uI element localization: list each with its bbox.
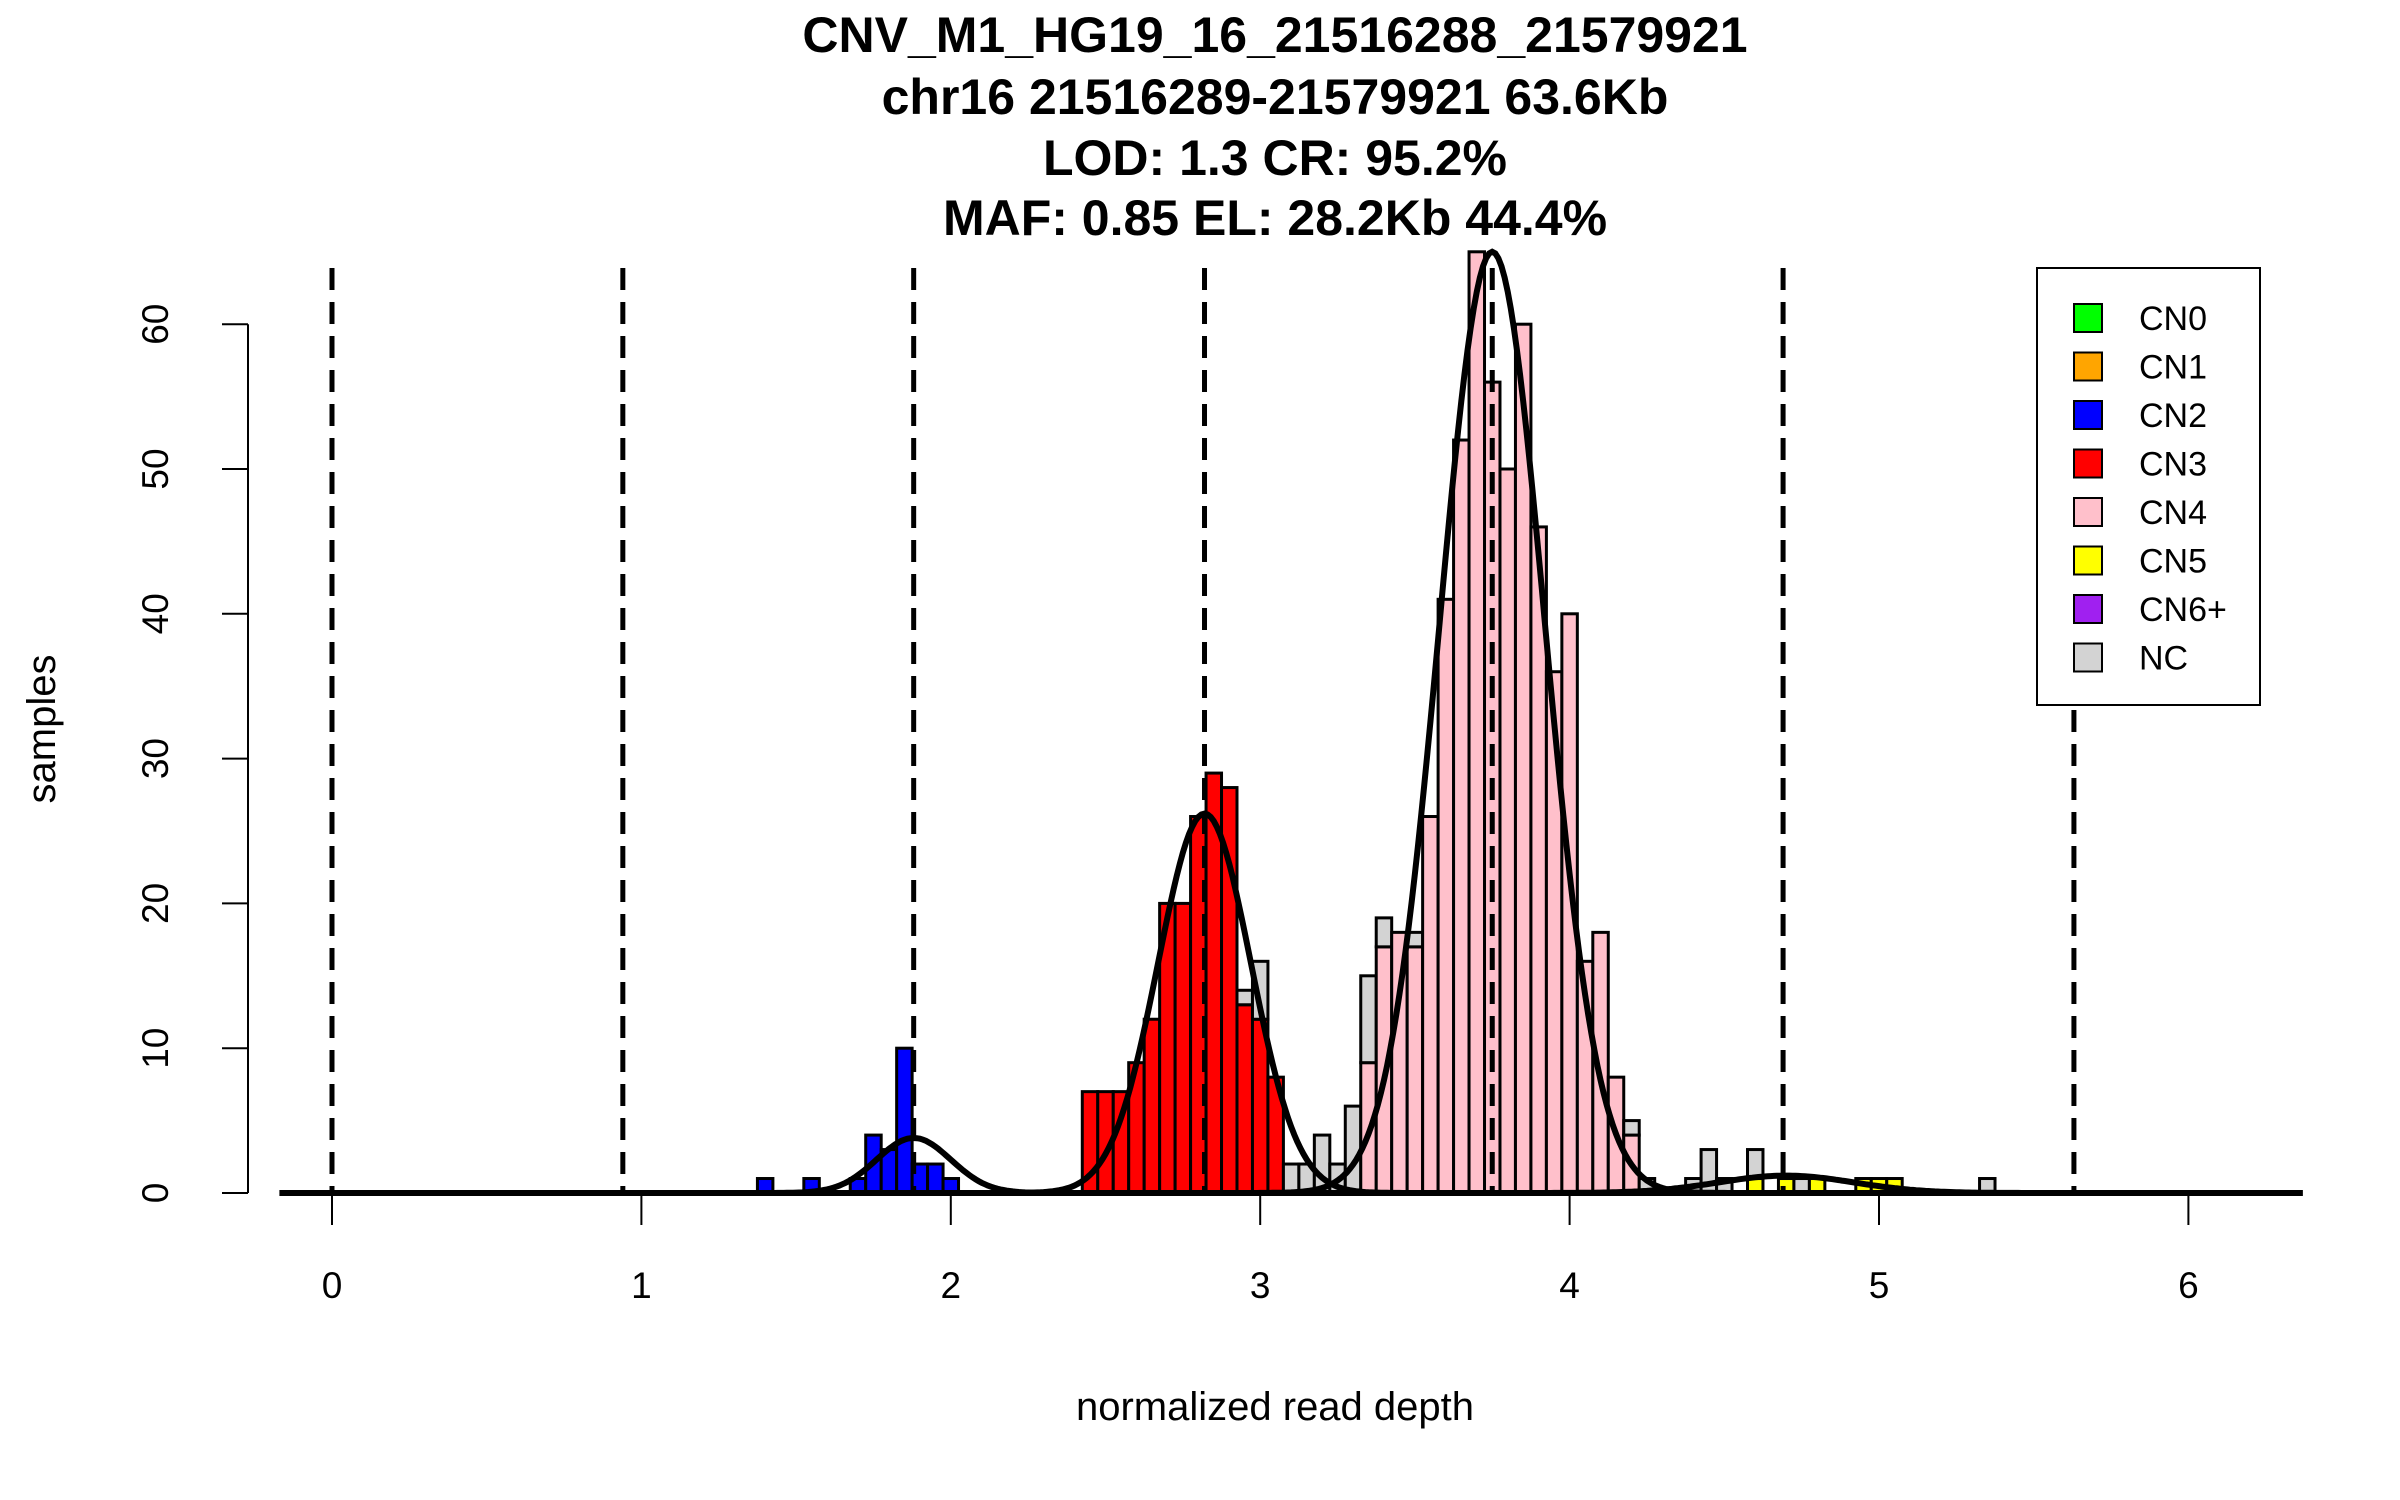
bar-cn4 (1436, 597, 1456, 1195)
x-axis-label: normalized read depth (1076, 1385, 1474, 1429)
bar-nc (1622, 1119, 1641, 1137)
y-axis-label: samples (20, 655, 64, 804)
bar-nc (1359, 974, 1378, 1065)
x-tick-label: 0 (322, 1265, 343, 1306)
legend-swatch (2073, 448, 2103, 479)
legend-label: CN5 (2139, 543, 2207, 581)
legend-label: CN6+ (2139, 591, 2227, 629)
bar-cn3 (1235, 1003, 1254, 1195)
y-tick-label: 20 (135, 883, 176, 924)
legend-box (2036, 267, 2261, 706)
title-line-4: MAF: 0.85 EL: 28.2Kb 44.4% (943, 190, 1607, 246)
x-tick-label: 4 (1559, 1265, 1580, 1306)
x-tick-label: 3 (1250, 1265, 1271, 1306)
legend-label: CN3 (2139, 446, 2207, 484)
bar-nc (1374, 916, 1394, 949)
bar-cn3 (1173, 901, 1193, 1195)
y-tick-label: 60 (135, 304, 176, 345)
y-tick-label: 30 (135, 738, 176, 779)
bar-cn2 (895, 1046, 914, 1195)
legend-swatch (2073, 642, 2103, 673)
chart-title: CNV_M1_HG19_16_21516288_21579921 chr16 2… (802, 7, 1747, 246)
title-line-1: CNV_M1_HG19_16_21516288_21579921 (802, 7, 1747, 63)
legend-label: CN1 (2139, 349, 2207, 387)
bar-cn3 (1142, 1017, 1162, 1195)
x-tick-label: 5 (1869, 1265, 1890, 1306)
legend-label: NC (2139, 640, 2188, 678)
legend-swatch (2073, 594, 2103, 624)
legend-swatch (2073, 351, 2103, 382)
legend-swatch (2073, 545, 2103, 576)
legend-label: CN4 (2139, 494, 2207, 532)
legend-swatch (2073, 303, 2103, 333)
y-tick-label: 0 (135, 1183, 176, 1204)
bar-cn2 (926, 1162, 945, 1195)
x-tick-label: 2 (941, 1265, 962, 1306)
x-axis: 0 1 2 3 4 5 6 (322, 1196, 2199, 1306)
y-axis: 0 10 20 30 40 50 60 (135, 304, 249, 1204)
bar-nc (1235, 988, 1254, 1007)
y-tick-label: 40 (135, 593, 176, 634)
histogram-bars (755, 250, 1997, 1195)
y-tick-label: 50 (135, 448, 176, 489)
bar-cn4 (1498, 467, 1517, 1195)
copy-number-mean-lines (329, 268, 2077, 1193)
legend: CN0 CN1 CN2 CN3 CN4 CN5 CN6+ NC (2036, 267, 2261, 706)
legend-swatch (2073, 400, 2103, 430)
legend-label: CN0 (2139, 300, 2207, 338)
y-tick-label: 10 (135, 1028, 176, 1069)
bar-cn4 (1421, 815, 1440, 1195)
bar-cn4 (1405, 945, 1425, 1195)
bar-cn4 (1452, 438, 1471, 1195)
x-tick-label: 1 (631, 1265, 652, 1306)
bar-cn4 (1467, 250, 1487, 1195)
legend-swatch (2073, 497, 2103, 527)
title-line-3: LOD: 1.3 CR: 95.2% (1043, 130, 1507, 186)
legend-label: CN2 (2139, 397, 2207, 435)
title-line-2: chr16 21516289-21579921 63.6Kb (882, 69, 1669, 125)
fit-curve-cn5 (1445, 1172, 2127, 1196)
bar-nc (1281, 1162, 1301, 1195)
x-tick-label: 6 (2178, 1265, 2199, 1306)
fitted-curves (279, 248, 2303, 1196)
